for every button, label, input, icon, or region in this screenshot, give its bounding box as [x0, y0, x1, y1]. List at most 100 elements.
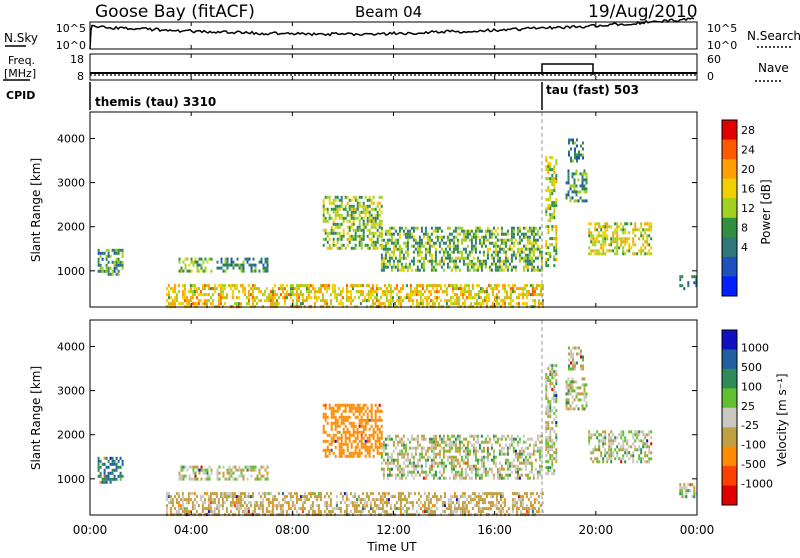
velocity-echo-cell [295, 501, 298, 505]
velocity-echo-cell [237, 498, 240, 502]
velocity-echo-cell [476, 458, 479, 462]
power-echo-cell [259, 299, 262, 303]
power-echo-cell [442, 253, 445, 257]
velocity-echo-cell [404, 452, 407, 456]
power-echo-cell [457, 287, 460, 291]
x-tick-label: 00:00 [680, 523, 715, 537]
power-echo-cell [545, 207, 548, 211]
power-echo-cell [434, 229, 437, 233]
power-echo-cell [508, 244, 511, 248]
velocity-echo-cell [356, 403, 359, 407]
velocity-echo-cell [478, 443, 481, 447]
velocity-echo-cell [105, 456, 108, 460]
velocity-echo-cell [579, 386, 582, 390]
power-echo-cell [420, 226, 423, 230]
cpid-program-2: tau (fast) 503 [546, 83, 639, 97]
velocity-echo-cell [428, 446, 431, 450]
velocity-echo-cell [541, 492, 544, 496]
velocity-echo-cell [175, 492, 178, 496]
power-echo-cell [478, 250, 481, 254]
power-echo-cell [385, 290, 388, 294]
velocity-echo-cell [295, 510, 298, 514]
velocity-echo-cell [528, 455, 531, 459]
power-echo-cell [576, 156, 578, 160]
velocity-echo-cell [508, 461, 511, 465]
power-echo-cell [428, 250, 431, 254]
power-echo-cell [539, 293, 542, 297]
velocity-echo-cell [368, 433, 371, 437]
power-echo-cell [526, 262, 529, 266]
power-echo-cell [616, 252, 619, 256]
velocity-echo-cell [327, 510, 330, 514]
power-echo-cell [252, 263, 255, 267]
velocity-echo-cell [679, 486, 682, 490]
velocity-echo-cell [456, 470, 459, 474]
power-echo-cell [490, 235, 493, 239]
velocity-echo-cell [107, 474, 110, 478]
power-echo-cell [517, 293, 520, 297]
power-echo-cell [358, 219, 361, 223]
power-echo-cell [486, 226, 489, 230]
power-echo-cell [299, 293, 302, 297]
velocity-echo-cell [474, 452, 477, 456]
velocity-echo-cell [226, 477, 229, 481]
power-echo-cell [374, 219, 377, 223]
power-echo-cell [528, 247, 531, 251]
power-echo-cell [456, 244, 459, 248]
power-echo-cell [353, 296, 356, 300]
x-tick-label: 04:00 [174, 523, 209, 537]
velocity-echo-cell [498, 461, 501, 465]
power-echo-cell [476, 259, 479, 263]
power-echo-cell [266, 260, 269, 264]
power-echo-cell [358, 210, 361, 214]
power-echo-cell [466, 253, 469, 257]
x-tick-label: 08:00 [275, 523, 310, 537]
power-echo-cell [551, 204, 554, 208]
power-echo-cell [347, 290, 350, 294]
power-echo-cell [370, 216, 373, 220]
velocity-echo-cell [338, 415, 341, 419]
power-echo-cell [369, 293, 372, 297]
velocity-echo-cell [385, 492, 388, 496]
power-echo-cell [565, 193, 568, 197]
velocity-echo-cell [411, 504, 414, 508]
velocity-echo-cell [458, 464, 461, 468]
power-echo-cell [644, 228, 647, 232]
power-echo-cell [332, 207, 335, 211]
power-echo-cell [491, 302, 494, 306]
velocity-echo-cell [470, 467, 473, 471]
power-echo-cell [628, 246, 631, 250]
power-echo-cell [348, 207, 351, 211]
power-echo-cell [596, 240, 599, 244]
power-echo-cell [505, 293, 508, 297]
velocity-echo-cell [529, 495, 532, 499]
power-echo-cell [322, 198, 325, 202]
velocity-echo-cell [339, 510, 342, 514]
power-echo-cell [342, 219, 345, 223]
power-echo-cell [383, 293, 386, 297]
power-echo-cell [434, 247, 437, 251]
power-echo-cell [482, 238, 485, 242]
velocity-echo-cell [549, 412, 552, 416]
velocity-echo-cell [481, 492, 484, 496]
velocity-echo-cell [179, 504, 182, 508]
velocity-echo-cell [553, 406, 556, 410]
power-echo-cell [376, 216, 379, 220]
power-echo-cell [273, 290, 276, 294]
power-echo-cell [352, 234, 355, 238]
velocity-echo-cell [452, 443, 455, 447]
power-echo-cell [374, 213, 377, 217]
velocity-echo-cell [245, 507, 248, 511]
velocity-echo-cell [438, 455, 441, 459]
power-echo-cell [193, 290, 196, 294]
power-echo-cell [370, 231, 373, 235]
velocity-echo-cell [555, 394, 558, 398]
power-echo-cell [630, 246, 633, 250]
power-echo-cell [330, 207, 333, 211]
power-echo-cell [201, 284, 204, 288]
power-echo-cell [342, 216, 345, 220]
velocity-echo-cell [339, 507, 342, 511]
velocity-echo-cell [228, 468, 231, 472]
power-echo-cell [642, 243, 645, 247]
